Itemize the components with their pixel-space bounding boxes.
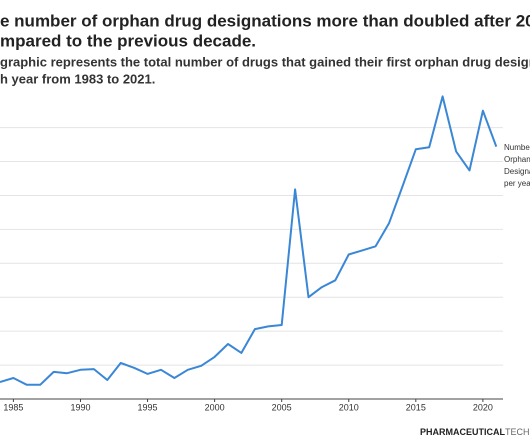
chart-title: e number of orphan drug designations mor… xyxy=(0,11,530,30)
series-label: per year xyxy=(504,179,530,188)
brand-bold: PHARMACEUTICAL xyxy=(420,427,505,437)
x-tick-label: 2005 xyxy=(272,402,292,412)
x-tick-label: 1995 xyxy=(138,402,158,412)
chart-subtitle: h year from 1983 to 2021. xyxy=(0,71,155,86)
x-tick-label: 2010 xyxy=(339,402,359,412)
x-tick-label: 2000 xyxy=(205,402,225,412)
chart-title: mpared to the previous decade. xyxy=(0,31,256,50)
series-label: Designa xyxy=(504,167,530,176)
footer-brand: PHARMACEUTICALTECHNO xyxy=(420,427,530,437)
x-tick-label: 2020 xyxy=(473,402,493,412)
chart-subtitle: graphic represents the total number of d… xyxy=(0,54,530,69)
series-label: Orphan xyxy=(504,155,530,164)
brand-light: TECHNO xyxy=(505,427,530,437)
x-tick-label: 1985 xyxy=(3,402,23,412)
data-line xyxy=(0,95,498,386)
series-label: Number xyxy=(504,143,530,152)
x-tick-label: 2015 xyxy=(406,402,426,412)
x-tick-label: 1990 xyxy=(70,402,90,412)
